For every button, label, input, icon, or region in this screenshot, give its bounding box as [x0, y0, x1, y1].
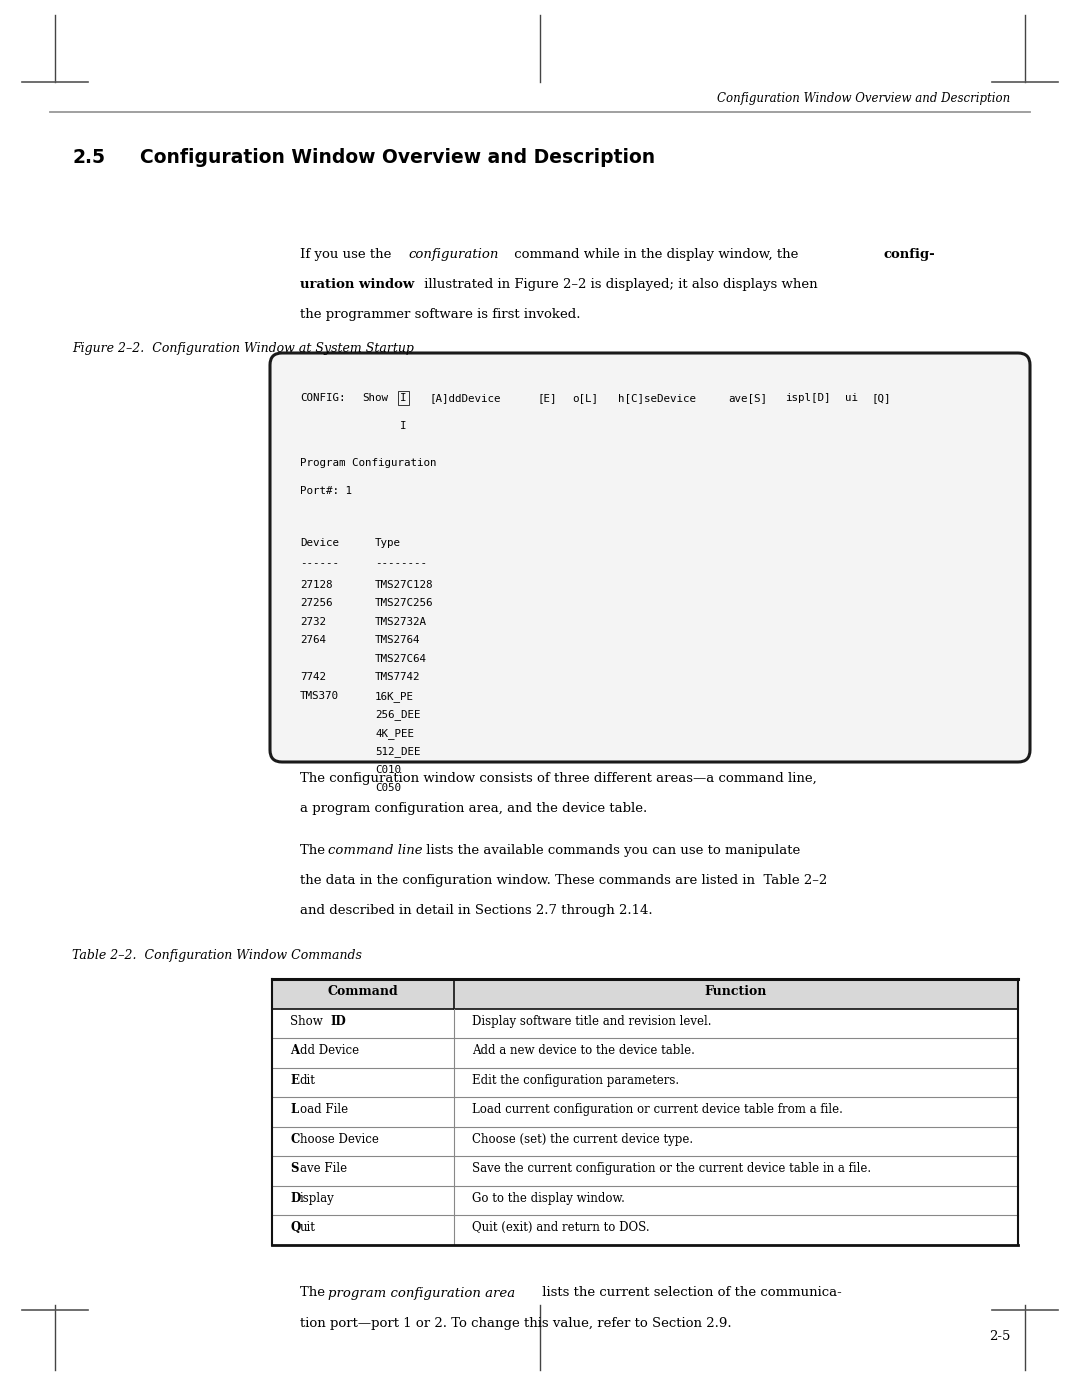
Text: TMS27C64: TMS27C64: [375, 654, 427, 664]
Text: The configuration window consists of three different areas—a command line,: The configuration window consists of thr…: [300, 773, 816, 785]
Text: Type: Type: [375, 538, 401, 548]
Text: D: D: [291, 1192, 300, 1204]
Text: 27128: 27128: [300, 580, 333, 590]
Text: The: The: [300, 1287, 329, 1299]
Text: TMS370: TMS370: [300, 692, 339, 701]
Text: ispl[D]: ispl[D]: [785, 393, 831, 402]
Text: Table 2–2.  Configuration Window Commands: Table 2–2. Configuration Window Commands: [72, 949, 362, 963]
Text: and described in detail in Sections 2.7 through 2.14.: and described in detail in Sections 2.7 …: [300, 904, 652, 916]
Text: Function: Function: [705, 985, 767, 999]
Text: 2-5: 2-5: [988, 1330, 1010, 1343]
Text: Save the current configuration or the current device table in a file.: Save the current configuration or the cu…: [472, 1162, 872, 1175]
Text: dd Device: dd Device: [299, 1044, 359, 1058]
Text: a program configuration area, and the device table.: a program configuration area, and the de…: [300, 802, 647, 814]
Text: uration window: uration window: [300, 278, 415, 291]
Text: TMS27C128: TMS27C128: [375, 580, 433, 590]
Text: ------: ------: [300, 557, 339, 569]
Text: 2732: 2732: [300, 617, 326, 627]
Text: 7742: 7742: [300, 672, 326, 683]
Text: C010: C010: [375, 766, 401, 775]
Text: Configuration Window Overview and Description: Configuration Window Overview and Descri…: [140, 148, 656, 168]
Text: Program Configuration: Program Configuration: [300, 458, 436, 468]
Text: 256_DEE: 256_DEE: [375, 710, 420, 721]
Text: uit: uit: [299, 1221, 315, 1235]
Text: TMS2732A: TMS2732A: [375, 617, 427, 627]
Text: 2764: 2764: [300, 636, 326, 645]
Text: A: A: [291, 1044, 299, 1058]
Text: C: C: [291, 1133, 299, 1146]
FancyBboxPatch shape: [270, 353, 1030, 761]
Text: 16K_PE: 16K_PE: [375, 692, 414, 701]
Text: Display software title and revision level.: Display software title and revision leve…: [472, 1014, 712, 1028]
Text: Show: Show: [362, 393, 388, 402]
Text: L: L: [291, 1104, 298, 1116]
Text: 27256: 27256: [300, 598, 333, 609]
Text: config-: config-: [883, 249, 935, 261]
Text: E: E: [291, 1074, 299, 1087]
Text: Device: Device: [300, 538, 339, 548]
Text: If you use the: If you use the: [300, 249, 395, 261]
Text: S: S: [291, 1162, 298, 1175]
Text: Quit (exit) and return to DOS.: Quit (exit) and return to DOS.: [472, 1221, 650, 1235]
Text: 2.5: 2.5: [72, 148, 105, 168]
Text: Go to the display window.: Go to the display window.: [472, 1192, 625, 1204]
Text: [A]ddDevice: [A]ddDevice: [430, 393, 501, 402]
Text: program configuration area: program configuration area: [328, 1287, 515, 1299]
Text: --------: --------: [375, 557, 427, 569]
Text: I: I: [400, 393, 406, 402]
Text: isplay: isplay: [299, 1192, 334, 1204]
Text: Q: Q: [291, 1221, 300, 1235]
Text: the programmer software is first invoked.: the programmer software is first invoked…: [300, 307, 581, 321]
Text: command line: command line: [328, 844, 422, 856]
Text: o[L]: o[L]: [572, 393, 598, 402]
Text: hoose Device: hoose Device: [299, 1133, 378, 1146]
Text: lists the available commands you can use to manipulate: lists the available commands you can use…: [422, 844, 800, 856]
Text: I: I: [400, 420, 406, 432]
Text: 4K_PEE: 4K_PEE: [375, 728, 414, 739]
Text: The: The: [300, 844, 329, 856]
Text: C050: C050: [375, 784, 401, 793]
Bar: [399, 391, 408, 405]
Text: ID: ID: [330, 1014, 346, 1028]
Text: 512_DEE: 512_DEE: [375, 746, 420, 757]
Text: Configuration Window Overview and Description: Configuration Window Overview and Descri…: [717, 92, 1010, 105]
Text: tion port—port 1 or 2. To change this value, refer to Section 2.9.: tion port—port 1 or 2. To change this va…: [300, 1316, 731, 1330]
Text: ave[S]: ave[S]: [728, 393, 767, 402]
Text: CONFIG:: CONFIG:: [300, 393, 346, 402]
Text: lists the current selection of the communica-: lists the current selection of the commu…: [538, 1287, 841, 1299]
Text: Edit the configuration parameters.: Edit the configuration parameters.: [472, 1074, 679, 1087]
Text: Figure 2–2.  Configuration Window at System Startup: Figure 2–2. Configuration Window at Syst…: [72, 342, 414, 355]
Text: Choose (set) the current device type.: Choose (set) the current device type.: [472, 1133, 693, 1146]
Text: oad File: oad File: [299, 1104, 348, 1116]
Text: ave File: ave File: [299, 1162, 347, 1175]
Text: [Q]: [Q]: [872, 393, 891, 402]
Text: the data in the configuration window. These commands are listed in  Table 2–2: the data in the configuration window. Th…: [300, 875, 827, 887]
Text: command while in the display window, the: command while in the display window, the: [510, 249, 802, 261]
Text: TMS27C256: TMS27C256: [375, 598, 433, 609]
Text: configuration: configuration: [408, 249, 498, 261]
Text: illustrated in Figure 2–2 is displayed; it also displays when: illustrated in Figure 2–2 is displayed; …: [420, 278, 818, 291]
Text: TMS2764: TMS2764: [375, 636, 420, 645]
Text: Port#: 1: Port#: 1: [300, 486, 352, 496]
Text: [E]: [E]: [538, 393, 557, 402]
Text: h[C]seDevice: h[C]seDevice: [618, 393, 696, 402]
Text: TMS7742: TMS7742: [375, 672, 420, 683]
Text: ui: ui: [845, 393, 858, 402]
Text: dit: dit: [299, 1074, 315, 1087]
Text: Command: Command: [327, 985, 399, 999]
Text: Load current configuration or current device table from a file.: Load current configuration or current de…: [472, 1104, 842, 1116]
Bar: [272, 979, 1018, 1009]
Text: Show: Show: [291, 1014, 326, 1028]
Text: Add a new device to the device table.: Add a new device to the device table.: [472, 1044, 694, 1058]
